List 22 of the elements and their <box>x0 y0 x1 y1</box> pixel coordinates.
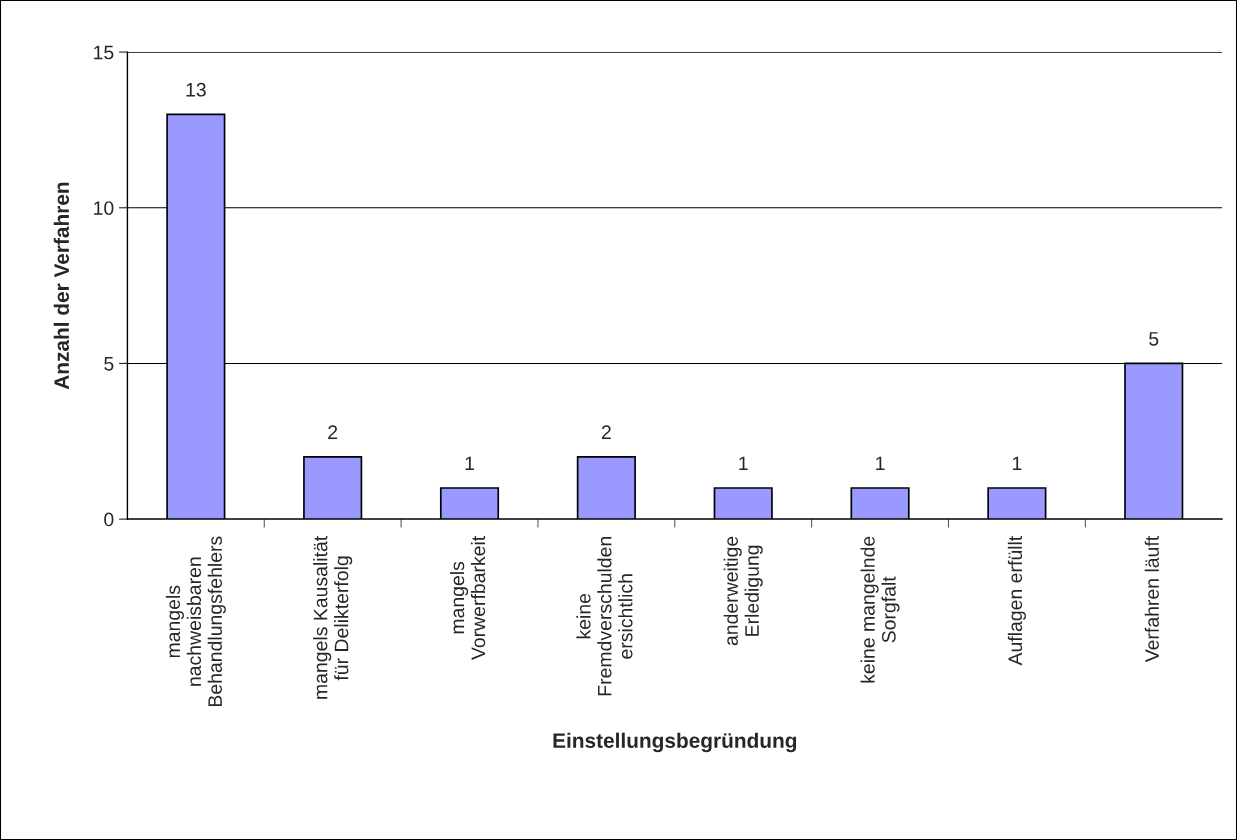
y-tick-label: 10 <box>94 201 114 215</box>
x-tick-label: Auflagen erfüllt <box>1007 535 1026 666</box>
data-label: 1 <box>1012 456 1022 471</box>
x-tick-label: mangels Vorwerfbarkeit <box>449 535 486 660</box>
data-label: 2 <box>601 425 611 439</box>
y-axis-title: Anzahl der Verfahren <box>53 182 70 390</box>
y-tick-label: 5 <box>104 357 114 371</box>
x-tick-label: mangels nachweisbaren Behandlungsfehlers <box>165 536 226 707</box>
x-tick-label: anderweitige Erledigung <box>723 536 763 646</box>
data-label: 1 <box>739 456 748 471</box>
x-tick-label: mangels Kausalität für Delikterfolg <box>313 535 353 699</box>
data-label: 1 <box>465 456 474 471</box>
y-tick-label: 15 <box>94 45 114 60</box>
data-label: 13 <box>186 82 206 97</box>
data-label: 5 <box>1149 332 1159 346</box>
data-label: 1 <box>876 456 885 471</box>
x-tick-label: keine Fremdverschulden ersichtlich <box>576 537 633 696</box>
x-tick-label: keine mangelnde Sorgfalt <box>860 536 900 683</box>
x-tick-label: Verfahren läuft <box>1144 535 1159 663</box>
data-label: 2 <box>328 425 338 439</box>
y-tick-label: 0 <box>104 512 114 527</box>
x-axis-title: Einstellungsbegründung <box>553 732 797 753</box>
